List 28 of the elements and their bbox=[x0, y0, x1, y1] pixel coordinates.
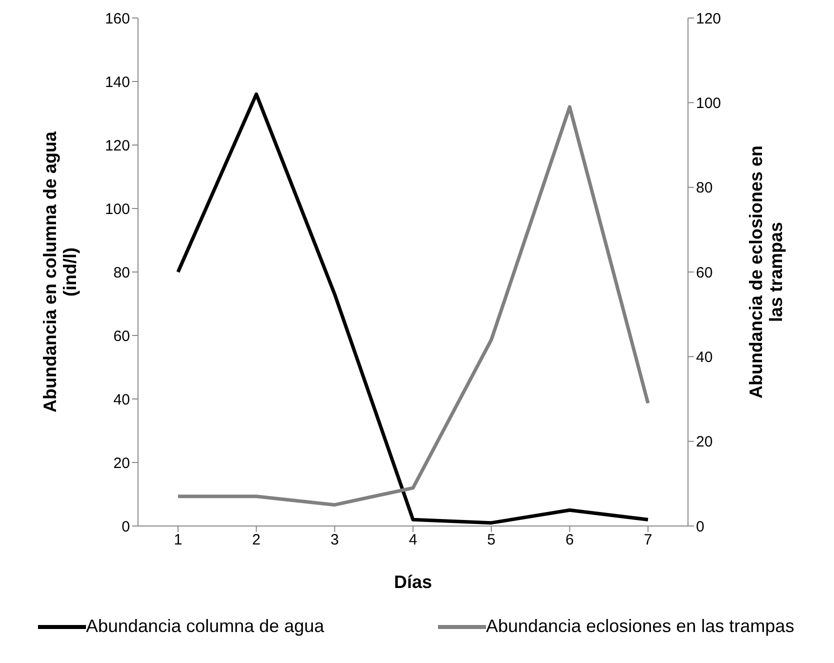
x-tick-label: 5 bbox=[487, 532, 496, 549]
y-tick-label: 0 bbox=[122, 518, 130, 536]
y2-tick-label: 100 bbox=[696, 94, 722, 112]
y2-tick-label: 0 bbox=[696, 518, 704, 536]
y-tick-label: 120 bbox=[104, 137, 130, 154]
x-tick-label: 2 bbox=[252, 532, 261, 549]
legend-label: Abundancia columna de agua bbox=[86, 616, 324, 637]
x-tick-label: 3 bbox=[330, 532, 339, 549]
x-axis-title: Días bbox=[394, 572, 432, 592]
y2-tick-label: 120 bbox=[696, 10, 722, 28]
y2-tick-label: 60 bbox=[696, 264, 713, 282]
y-tick-label: 160 bbox=[104, 10, 130, 28]
y2-tick-label: 80 bbox=[696, 180, 713, 197]
x-tick-label: 7 bbox=[644, 532, 652, 549]
y2-tick-label: 40 bbox=[696, 348, 713, 366]
y-tick-label: 80 bbox=[113, 264, 130, 282]
x-tick-label: 4 bbox=[408, 532, 418, 549]
y-tick-label: 100 bbox=[104, 200, 130, 218]
y2-tick-label: 20 bbox=[696, 434, 713, 451]
x-tick-label: 1 bbox=[174, 532, 182, 549]
y2-axis-title: Abundancia de eclosiones en las trampas bbox=[746, 145, 786, 399]
y-tick-label: 60 bbox=[113, 328, 130, 345]
y-tick-label: 140 bbox=[104, 74, 130, 91]
x-tick-label: 6 bbox=[565, 532, 574, 549]
y-tick-label: 40 bbox=[113, 391, 130, 408]
y-axis-title: Abundancia en columna de agua (ind/l) bbox=[40, 130, 80, 413]
legend-label: Abundancia eclosiones en las trampas bbox=[486, 616, 794, 637]
y-tick-label: 20 bbox=[113, 454, 130, 472]
